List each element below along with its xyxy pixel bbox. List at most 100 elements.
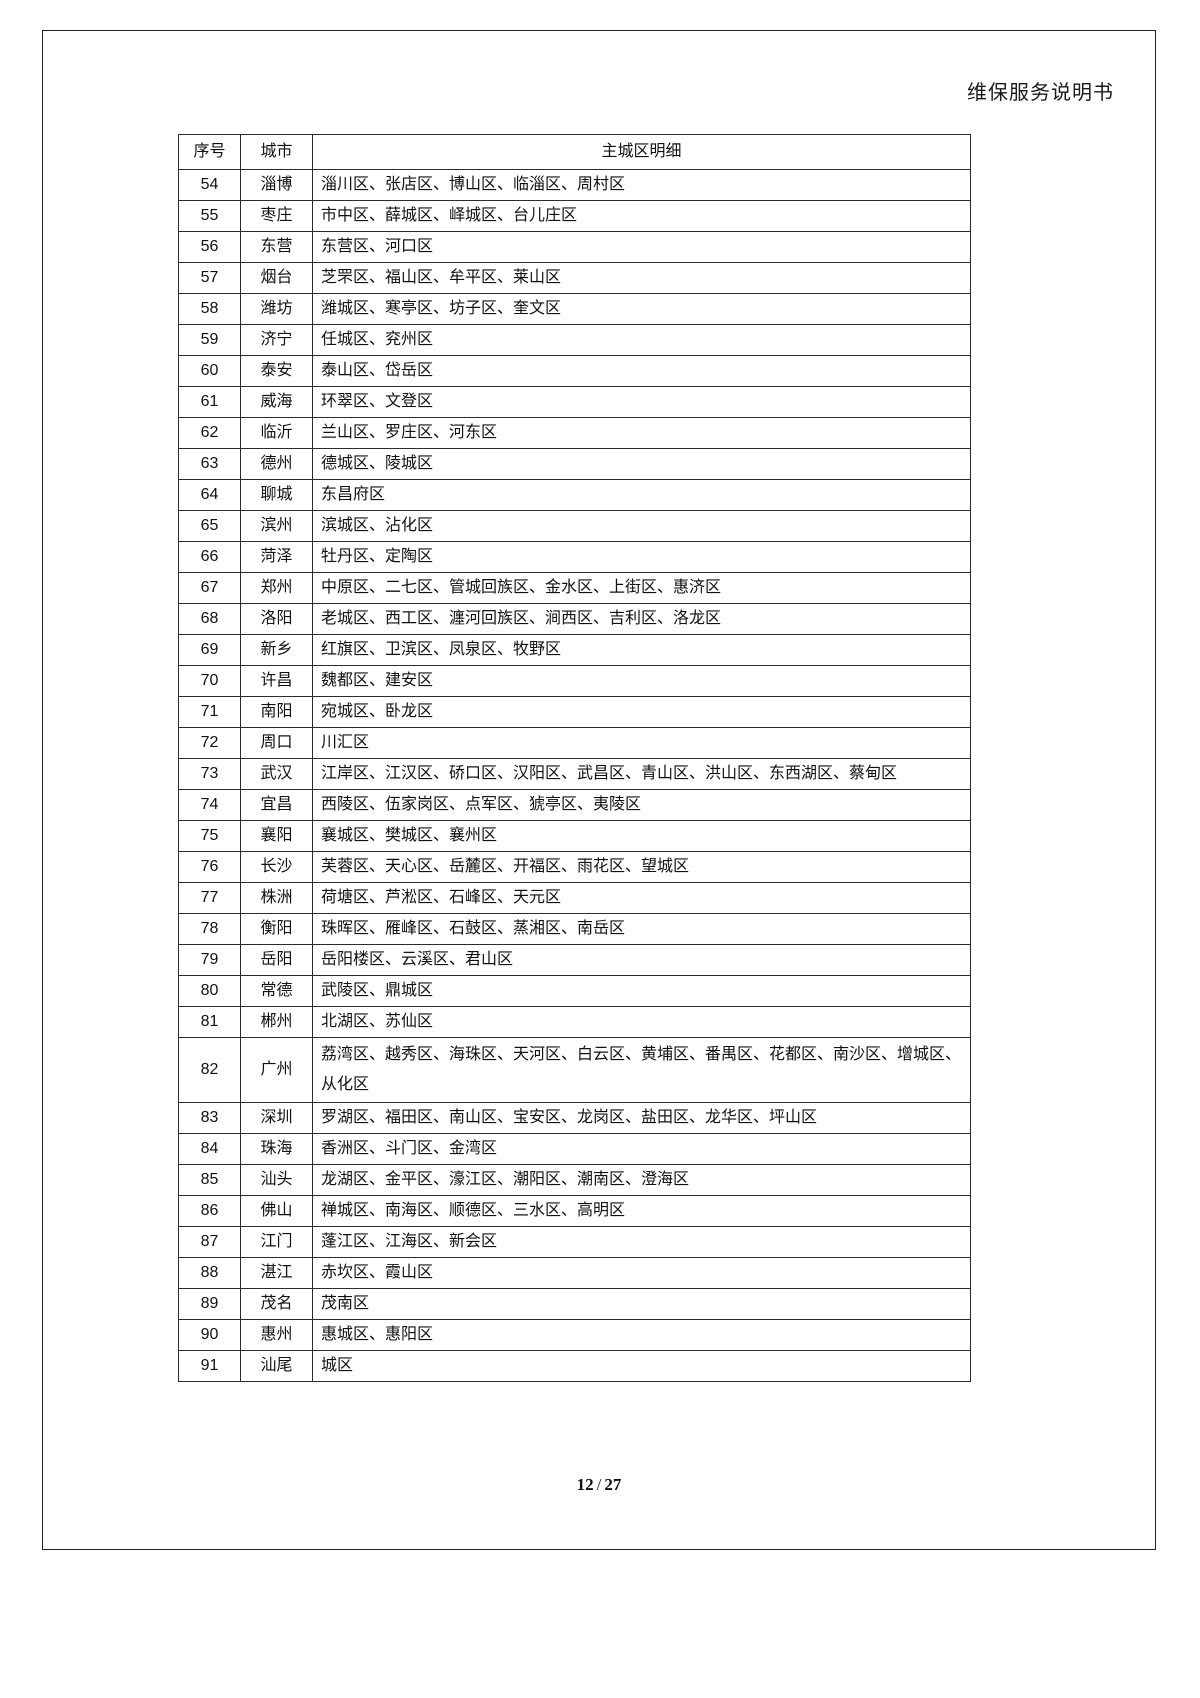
cell-index: 76	[178, 851, 241, 883]
table-row: 66 菏泽 牡丹区、定陶区	[178, 541, 971, 573]
cell-district-detail: 芙蓉区、天心区、岳麓区、开福区、雨花区、望城区	[312, 851, 971, 883]
table-row: 85 汕头 龙湖区、金平区、濠江区、潮阳区、潮南区、澄海区	[178, 1164, 971, 1196]
cell-district-detail: 蓬江区、江海区、新会区	[312, 1226, 971, 1258]
table-row: 86 佛山 禅城区、南海区、顺德区、三水区、高明区	[178, 1195, 971, 1227]
cell-index: 73	[178, 758, 241, 790]
cell-index: 65	[178, 510, 241, 542]
cell-index: 64	[178, 479, 241, 511]
cell-index: 75	[178, 820, 241, 852]
cell-city: 湛江	[240, 1257, 313, 1289]
table-row: 63 德州 德城区、陵城区	[178, 448, 971, 480]
cell-city: 深圳	[240, 1102, 313, 1134]
table-row: 89 茂名 茂南区	[178, 1288, 971, 1320]
cell-city: 汕尾	[240, 1350, 313, 1382]
cell-district-detail: 滨城区、沾化区	[312, 510, 971, 542]
cell-index: 60	[178, 355, 241, 387]
cell-index: 89	[178, 1288, 241, 1320]
cell-district-detail: 环翠区、文登区	[312, 386, 971, 418]
cell-index: 82	[178, 1037, 241, 1103]
cell-index: 62	[178, 417, 241, 449]
cell-city: 常德	[240, 975, 313, 1007]
cell-city: 济宁	[240, 324, 313, 356]
cell-district-detail: 罗湖区、福田区、南山区、宝安区、龙岗区、盐田区、龙华区、坪山区	[312, 1102, 971, 1134]
cell-city: 新乡	[240, 634, 313, 666]
cell-district-detail: 西陵区、伍家岗区、点军区、猇亭区、夷陵区	[312, 789, 971, 821]
table-header: 序号 城市 主城区明细	[178, 134, 971, 170]
cell-index: 55	[178, 200, 241, 232]
cell-district-detail: 德城区、陵城区	[312, 448, 971, 480]
cell-index: 88	[178, 1257, 241, 1289]
cell-district-detail: 东营区、河口区	[312, 231, 971, 263]
cell-index: 78	[178, 913, 241, 945]
table-row: 82 广州 荔湾区、越秀区、海珠区、天河区、白云区、黄埔区、番禺区、花都区、南沙区、…	[178, 1037, 971, 1103]
cell-city: 威海	[240, 386, 313, 418]
column-header-detail: 主城区明细	[312, 134, 971, 170]
cell-district-detail: 中原区、二七区、管城回族区、金水区、上街区、惠济区	[312, 572, 971, 604]
cell-index: 68	[178, 603, 241, 635]
cell-index: 74	[178, 789, 241, 821]
cell-city: 洛阳	[240, 603, 313, 635]
cell-index: 85	[178, 1164, 241, 1196]
cell-index: 81	[178, 1006, 241, 1038]
table-body: 54 淄博 淄川区、张店区、博山区、临淄区、周村区 55 枣庄 市中区、薛城区、峄城区、台…	[178, 169, 971, 1382]
page-header-title: 维保服务说明书	[967, 82, 1114, 104]
cell-index: 70	[178, 665, 241, 697]
cell-city: 佛山	[240, 1195, 313, 1227]
cell-index: 58	[178, 293, 241, 325]
table-row: 64 聊城 东昌府区	[178, 479, 971, 511]
cell-district-detail: 兰山区、罗庄区、河东区	[312, 417, 971, 449]
table-row: 67 郑州 中原区、二七区、管城回族区、金水区、上街区、惠济区	[178, 572, 971, 604]
cell-district-detail: 赤坎区、霞山区	[312, 1257, 971, 1289]
table-row: 84 珠海 香洲区、斗门区、金湾区	[178, 1133, 971, 1165]
footer-total-pages: 27	[604, 1475, 622, 1494]
cell-city: 德州	[240, 448, 313, 480]
main-districts-table-container: 序号 城市 主城区明细 54 淄博 淄川区、张店区、博山区、临淄区、周村区 55 枣庄市…	[178, 134, 971, 1382]
cell-district-detail: 珠晖区、雁峰区、石鼓区、蒸湘区、南岳区	[312, 913, 971, 945]
cell-city: 郑州	[240, 572, 313, 604]
cell-district-detail: 惠城区、惠阳区	[312, 1319, 971, 1351]
table-row: 56 东营 东营区、河口区	[178, 231, 971, 263]
cell-city: 周口	[240, 727, 313, 759]
cell-district-detail: 潍城区、寒亭区、坊子区、奎文区	[312, 293, 971, 325]
cell-district-detail: 武陵区、鼎城区	[312, 975, 971, 1007]
table-row: 81 郴州 北湖区、苏仙区	[178, 1006, 971, 1038]
cell-city: 惠州	[240, 1319, 313, 1351]
table-row: 58 潍坊 潍城区、寒亭区、坊子区、奎文区	[178, 293, 971, 325]
table-row: 80 常德 武陵区、鼎城区	[178, 975, 971, 1007]
table-row: 91 汕尾 城区	[178, 1350, 971, 1382]
table-row: 70 许昌 魏都区、建安区	[178, 665, 971, 697]
cell-district-detail: 芝罘区、福山区、牟平区、莱山区	[312, 262, 971, 294]
cell-city: 淄博	[240, 169, 313, 201]
cell-district-detail: 市中区、薛城区、峄城区、台儿庄区	[312, 200, 971, 232]
cell-city: 郴州	[240, 1006, 313, 1038]
cell-district-detail: 东昌府区	[312, 479, 971, 511]
cell-city: 株洲	[240, 882, 313, 914]
cell-index: 57	[178, 262, 241, 294]
table-row: 79 岳阳 岳阳楼区、云溪区、君山区	[178, 944, 971, 976]
districts-table: 序号 城市 主城区明细 54 淄博 淄川区、张店区、博山区、临淄区、周村区 55 枣庄市…	[178, 134, 971, 1382]
cell-index: 59	[178, 324, 241, 356]
table-row: 55 枣庄 市中区、薛城区、峄城区、台儿庄区	[178, 200, 971, 232]
table-row: 71 南阳 宛城区、卧龙区	[178, 696, 971, 728]
cell-city: 菏泽	[240, 541, 313, 573]
cell-city: 广州	[240, 1037, 313, 1103]
cell-city: 武汉	[240, 758, 313, 790]
table-row: 65 滨州 滨城区、沾化区	[178, 510, 971, 542]
cell-district-detail: 茂南区	[312, 1288, 971, 1320]
table-row: 73 武汉 江岸区、江汉区、硚口区、汉阳区、武昌区、青山区、洪山区、东西湖区、蔡甸区	[178, 758, 971, 790]
table-row: 69 新乡 红旗区、卫滨区、凤泉区、牧野区	[178, 634, 971, 666]
cell-city: 岳阳	[240, 944, 313, 976]
table-row: 60 泰安 泰山区、岱岳区	[178, 355, 971, 387]
cell-district-detail: 北湖区、苏仙区	[312, 1006, 971, 1038]
cell-district-detail: 红旗区、卫滨区、凤泉区、牧野区	[312, 634, 971, 666]
cell-district-detail: 任城区、兖州区	[312, 324, 971, 356]
cell-index: 56	[178, 231, 241, 263]
cell-city: 临沂	[240, 417, 313, 449]
cell-index: 72	[178, 727, 241, 759]
cell-index: 91	[178, 1350, 241, 1382]
cell-city: 南阳	[240, 696, 313, 728]
table-row: 90 惠州 惠城区、惠阳区	[178, 1319, 971, 1351]
cell-district-detail: 牡丹区、定陶区	[312, 541, 971, 573]
cell-city: 枣庄	[240, 200, 313, 232]
cell-district-detail: 川汇区	[312, 727, 971, 759]
